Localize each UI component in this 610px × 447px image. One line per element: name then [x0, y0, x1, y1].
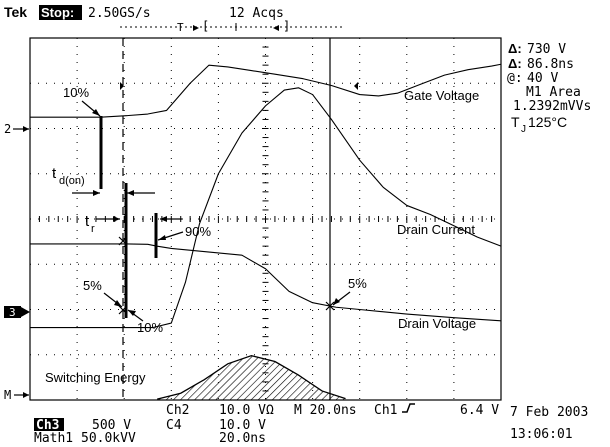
footer-timebase: M 20.0ns [294, 403, 357, 418]
label-5pct-left: 5% [83, 278, 102, 293]
footer-trigger-level: 6.4 V [460, 403, 499, 418]
cursor-intersection-marker [325, 301, 335, 311]
run-state-label: Stop: [41, 5, 74, 20]
cursor-readouts: Δ: 730 V Δ: 86.8ns @: 40 V M1 Area 1.239… [507, 41, 591, 135]
at-voltage-readout: 40 V [527, 71, 558, 86]
math-marker[interactable]: M [4, 388, 29, 402]
delta-voltage-readout: 730 V [527, 42, 566, 57]
measurement-name: M1 Area [526, 85, 581, 100]
sample-rate: 2.50GS/s [88, 6, 151, 21]
td-on-label-main: t [52, 165, 57, 182]
drain-voltage-trace [30, 243, 502, 322]
rising-edge-icon [402, 403, 415, 413]
brand-label: Tek [4, 4, 27, 20]
footer-trigger-source: Ch1 [374, 403, 397, 418]
footer-ch3: Ch3 [36, 418, 59, 433]
svg-text:]: ] [283, 19, 290, 33]
svg-text:3: 3 [9, 306, 16, 319]
at-symbol: @: [507, 71, 523, 86]
delta-symbol-1: Δ: [508, 41, 522, 56]
gate-voltage-label: Gate Voltage [404, 88, 479, 103]
run-state-box[interactable] [39, 5, 82, 20]
tr-label-main: t [85, 213, 90, 230]
svg-text:M: M [4, 388, 11, 402]
delta-time-readout: 86.8ns [527, 57, 574, 72]
trigger-position-bar[interactable]: T [ ] [120, 19, 344, 34]
footer-math: Math1 [34, 431, 73, 446]
ch3-badge [34, 418, 64, 431]
temperature-sub: J [521, 124, 526, 135]
footer-c4-scale: 10.0 V [219, 418, 266, 433]
footer-date: 7 Feb 2003 [510, 405, 588, 420]
td-on-label-sub: d(on) [59, 175, 85, 187]
footer-c4: C4 [166, 418, 182, 433]
switching-energy-trace [157, 354, 346, 400]
switching-energy-label: Switching Energy [45, 370, 146, 385]
drain-current-label: Drain Current [397, 222, 475, 237]
svg-text:[: [ [202, 19, 209, 33]
footer-math-time: 20.0ns [219, 431, 266, 446]
svg-text:T: T [177, 21, 184, 34]
channel-2-marker[interactable]: 2 [4, 122, 29, 136]
drain-voltage-label: Drain Voltage [398, 316, 476, 331]
footer-ch2: Ch2 [166, 403, 189, 418]
footer-math-scale: 50.0kVV [81, 431, 136, 446]
temperature-prefix: T [511, 114, 520, 130]
cursor-arrow-left [120, 82, 124, 90]
footer-ch3-scale: 500 V [92, 418, 131, 433]
status-footer: Ch3 500 V Ch2 10.0 VΩ M 20.0ns Ch1 6.4 V… [34, 403, 588, 446]
measurement-value: 1.2392mVVs [513, 99, 591, 114]
svg-text:2: 2 [4, 122, 11, 136]
channel-3-marker[interactable]: 3 [4, 306, 30, 319]
footer-ch2-scale: 10.0 VΩ [219, 403, 274, 418]
gate-voltage-trace [30, 63, 502, 118]
temperature-value: 125°C [528, 114, 567, 130]
delta-symbol-2: Δ: [508, 56, 522, 71]
acquisition-count: 12 Acqs [229, 6, 284, 21]
drain-current-trace [30, 87, 502, 329]
label-90pct: 90% [185, 224, 211, 239]
switching-energy-fill [157, 355, 346, 400]
tr-label-sub: r [91, 223, 95, 235]
footer-time: 13:06:01 [510, 427, 573, 442]
label-10pct-lower: 10% [137, 320, 163, 335]
annotations: 10% t d(on) t r 90% 5% 10% 5% [52, 85, 367, 335]
cursor-arrow-right [354, 82, 358, 90]
label-10pct-upper: 10% [63, 85, 89, 100]
label-5pct-right: 5% [348, 276, 367, 291]
